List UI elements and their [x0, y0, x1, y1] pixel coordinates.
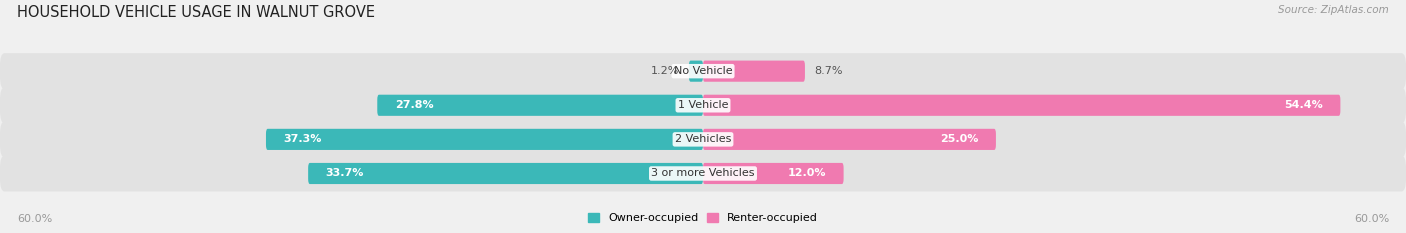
Text: 27.8%: 27.8%	[395, 100, 433, 110]
Text: 60.0%: 60.0%	[17, 214, 52, 224]
FancyBboxPatch shape	[0, 87, 1406, 123]
Text: 37.3%: 37.3%	[284, 134, 322, 144]
FancyBboxPatch shape	[703, 163, 844, 184]
FancyBboxPatch shape	[308, 163, 703, 184]
FancyBboxPatch shape	[266, 129, 703, 150]
Text: 12.0%: 12.0%	[787, 168, 827, 178]
FancyBboxPatch shape	[0, 53, 1406, 89]
FancyBboxPatch shape	[377, 95, 703, 116]
Text: No Vehicle: No Vehicle	[673, 66, 733, 76]
Text: 33.7%: 33.7%	[326, 168, 364, 178]
Legend: Owner-occupied, Renter-occupied: Owner-occupied, Renter-occupied	[583, 208, 823, 227]
Text: Source: ZipAtlas.com: Source: ZipAtlas.com	[1278, 5, 1389, 15]
FancyBboxPatch shape	[703, 129, 995, 150]
FancyBboxPatch shape	[703, 95, 1340, 116]
Text: 2 Vehicles: 2 Vehicles	[675, 134, 731, 144]
Text: 25.0%: 25.0%	[941, 134, 979, 144]
Text: 60.0%: 60.0%	[1354, 214, 1389, 224]
Text: 1.2%: 1.2%	[651, 66, 679, 76]
FancyBboxPatch shape	[0, 155, 1406, 192]
FancyBboxPatch shape	[689, 61, 703, 82]
Text: 1 Vehicle: 1 Vehicle	[678, 100, 728, 110]
Text: HOUSEHOLD VEHICLE USAGE IN WALNUT GROVE: HOUSEHOLD VEHICLE USAGE IN WALNUT GROVE	[17, 5, 375, 20]
FancyBboxPatch shape	[0, 121, 1406, 157]
FancyBboxPatch shape	[703, 61, 804, 82]
Text: 54.4%: 54.4%	[1284, 100, 1323, 110]
Text: 3 or more Vehicles: 3 or more Vehicles	[651, 168, 755, 178]
Text: 8.7%: 8.7%	[814, 66, 842, 76]
